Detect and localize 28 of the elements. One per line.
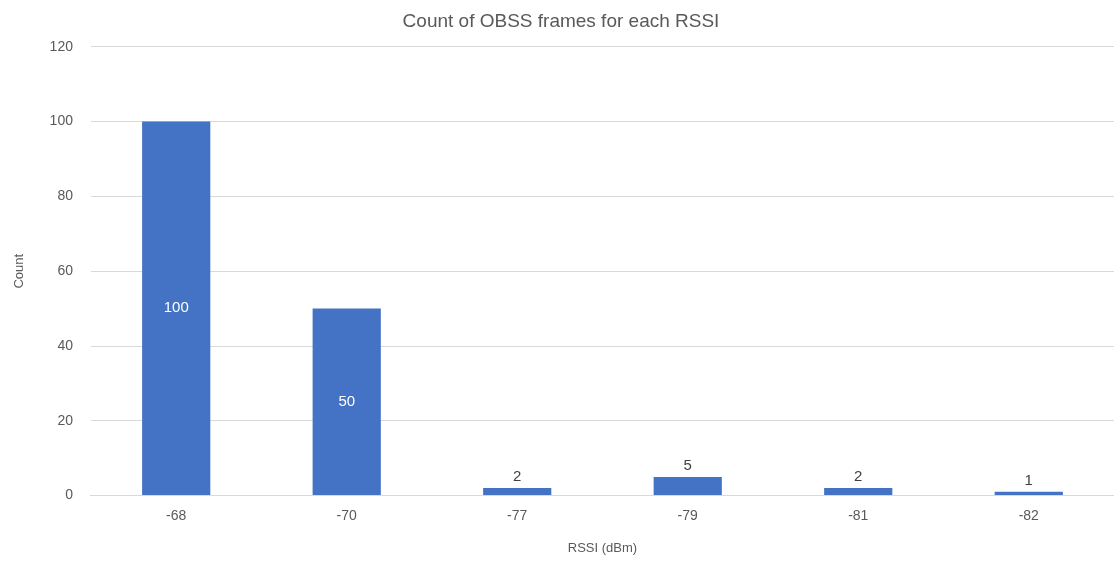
y-tick-label: 100 (49, 112, 74, 129)
data-label: 2 (513, 467, 522, 485)
bar (483, 488, 552, 496)
x-axis-title: RSSI (dBm) (567, 539, 638, 555)
x-tick-label: -79 (677, 506, 699, 523)
y-tick-label: 120 (49, 37, 74, 54)
data-label: 50 (338, 391, 356, 409)
y-tick-label: 20 (57, 411, 74, 428)
y-tick-label: 80 (57, 187, 74, 204)
x-tick-label: -81 (848, 506, 869, 523)
bar (653, 476, 722, 496)
x-tick-label: -70 (336, 506, 358, 523)
y-tick-label: 40 (57, 336, 74, 353)
data-label: 2 (854, 467, 863, 485)
x-tick-label: -82 (1018, 506, 1040, 523)
bar (312, 308, 381, 496)
x-tick-label: -68 (166, 506, 187, 523)
data-label: 1 (1024, 471, 1033, 488)
y-axis-title: Count (11, 253, 27, 289)
bar (994, 491, 1063, 496)
data-label: 5 (683, 456, 692, 474)
x-tick-label: -77 (507, 506, 528, 523)
chart-title: Count of OBSS frames for each RSSI (402, 9, 720, 31)
y-tick-label: 0 (65, 486, 74, 503)
data-label: 100 (163, 298, 189, 316)
bar (142, 121, 211, 496)
bar (824, 488, 893, 496)
y-tick-label: 60 (57, 262, 74, 279)
